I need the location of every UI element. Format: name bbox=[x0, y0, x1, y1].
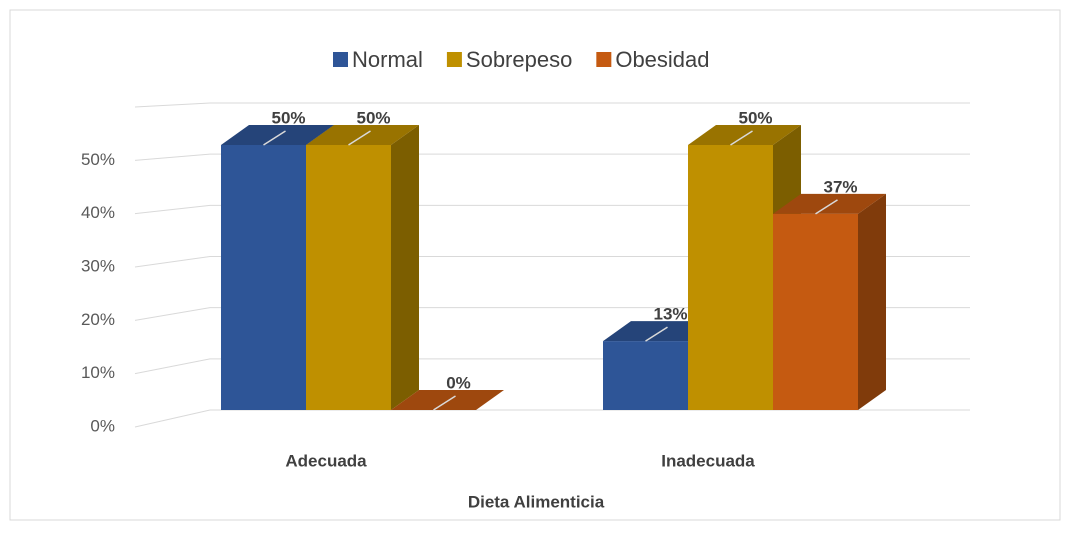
y-tick-label: 40% bbox=[81, 203, 115, 222]
bar-top bbox=[773, 193, 886, 214]
bar bbox=[603, 341, 688, 410]
bar bbox=[221, 145, 306, 410]
grid-line bbox=[134, 102, 970, 108]
data-label: 13% bbox=[653, 305, 687, 324]
leader-line bbox=[645, 326, 668, 342]
legend-label: Sobrepeso bbox=[466, 47, 572, 72]
y-tick-label: 50% bbox=[81, 150, 115, 169]
bar-top bbox=[306, 125, 419, 145]
y-tick-label: 10% bbox=[81, 363, 115, 382]
leader-line bbox=[263, 130, 286, 146]
data-label: 37% bbox=[823, 177, 857, 196]
data-label: 50% bbox=[738, 108, 772, 127]
bar-side bbox=[858, 193, 886, 410]
data-label: 50% bbox=[271, 108, 305, 127]
bar-top bbox=[391, 390, 504, 410]
leader-line bbox=[730, 130, 753, 146]
legend-label: Obesidad bbox=[615, 47, 709, 72]
data-label: 0% bbox=[446, 373, 471, 392]
x-tick-label: Inadecuada bbox=[661, 451, 755, 470]
bar-top bbox=[221, 125, 334, 145]
leader-line bbox=[433, 395, 456, 411]
y-tick-label: 20% bbox=[81, 310, 115, 329]
bar bbox=[773, 213, 858, 410]
bar-top bbox=[688, 125, 801, 145]
data-label: 50% bbox=[356, 108, 390, 127]
bar bbox=[688, 145, 773, 410]
x-axis-title: Dieta Alimenticia bbox=[468, 492, 605, 511]
leader-line bbox=[815, 199, 838, 215]
y-tick-label: 30% bbox=[81, 256, 115, 275]
legend-swatch bbox=[333, 52, 348, 67]
legend-swatch bbox=[596, 52, 612, 67]
chart-border bbox=[9, 9, 1061, 521]
legend-swatch bbox=[446, 52, 462, 67]
bar-top bbox=[603, 321, 716, 342]
leader-line bbox=[348, 130, 371, 146]
x-tick-label: Adecuada bbox=[285, 451, 367, 470]
bar-side bbox=[391, 125, 419, 410]
bar bbox=[306, 145, 391, 410]
legend-label: Normal bbox=[352, 47, 423, 72]
y-tick-label: 0% bbox=[90, 416, 115, 435]
